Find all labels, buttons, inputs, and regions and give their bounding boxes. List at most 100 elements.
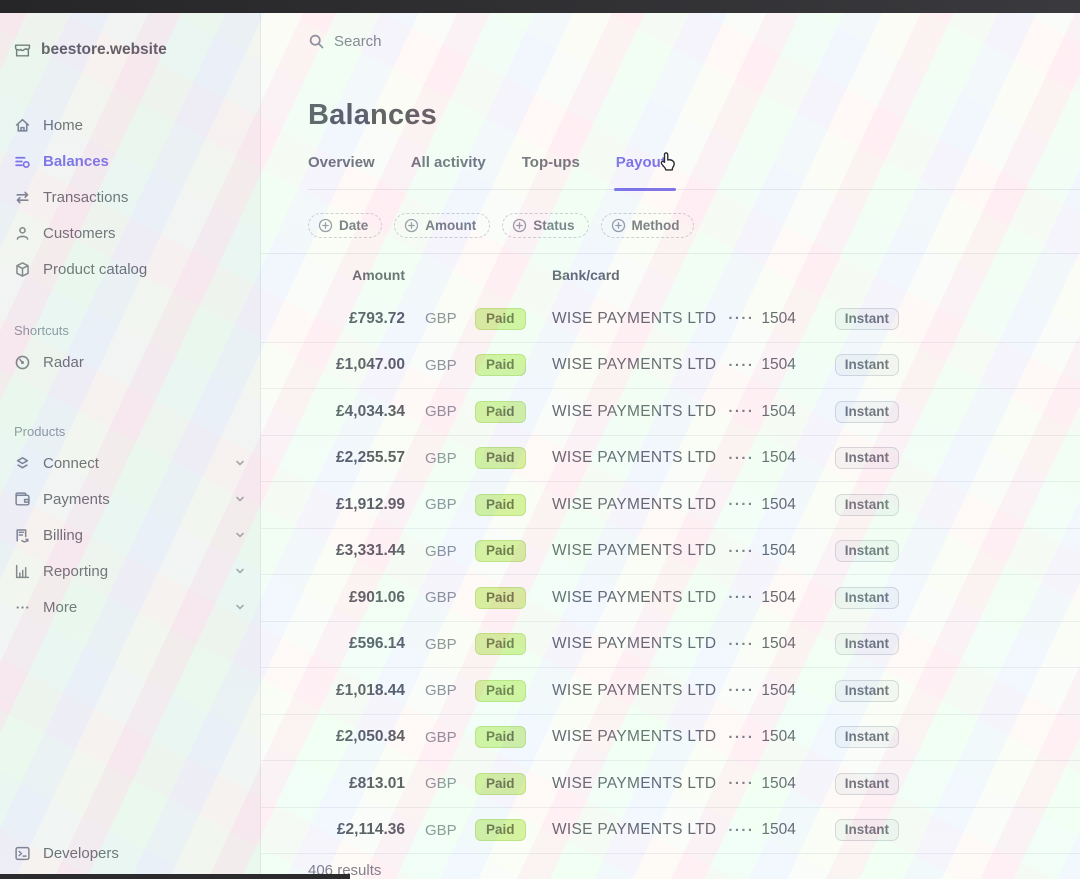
sidebar: beestore.website Home Balances Transacti… [0,13,261,879]
bank-name: WISE PAYMENTS LTD [552,309,717,327]
sidebar-item-balances[interactable]: Balances [0,143,260,179]
tab-bar: Overview All activity Top-ups Payouts [308,154,1080,191]
mouse-cursor-icon [660,152,675,171]
filter-date-button[interactable]: Date [308,213,383,238]
method-badge: Instant [834,772,899,795]
method-badge: Instant [834,633,899,656]
radar-icon [15,355,30,369]
search-input[interactable]: Search [308,29,1080,53]
bank-card-cell: WISE PAYMENTS LTD ···· 1504 [552,728,796,746]
payout-currency: GBP [425,356,457,374]
payout-currency: GBP [425,589,457,607]
sidebar-item-radar[interactable]: Radar [0,344,260,380]
plus-circle-icon [318,218,333,233]
table-row[interactable]: £1,047.00 GBP Paid WISE PAYMENTS LTD ···… [261,343,1080,389]
sidebar-item-label: Customers [43,224,116,242]
chevron-down-icon[interactable] [234,601,246,613]
bank-card-cell: WISE PAYMENTS LTD ···· 1504 [552,542,796,560]
table-row[interactable]: £813.01 GBP Paid WISE PAYMENTS LTD ···· … [261,761,1080,808]
status-badge: Paid [475,447,526,470]
column-header-amount: Amount [352,267,405,283]
sidebar-item-label: Transactions [43,188,129,206]
table-row[interactable]: £1,018.44 GBP Paid WISE PAYMENTS LTD ···… [261,668,1080,715]
filter-amount-button[interactable]: Amount [394,213,491,238]
tab-all-activity[interactable]: All activity [410,154,486,171]
sidebar-item-label: Home [43,116,84,134]
payout-amount: £1,018.44 [336,681,405,699]
chevron-down-icon[interactable] [234,457,246,469]
payout-amount: £2,255.57 [336,449,405,467]
status-badge: Paid [475,540,526,563]
sidebar-item-label: Connect [43,454,99,472]
status-badge: Paid [475,633,526,656]
sidebar-footer: Developers [0,835,260,871]
payments-icon [15,491,30,506]
table-row[interactable]: £2,255.57 GBP Paid WISE PAYMENTS LTD ···… [261,436,1080,482]
sidebar-item-label: Product catalog [43,260,148,278]
table-header: Amount Bank/card [308,254,1080,296]
card-last4: 1504 [761,542,796,560]
card-last4: 1504 [761,728,796,746]
card-dots: ···· [728,682,755,700]
chevron-down-icon[interactable] [234,529,246,541]
sidebar-item-payments[interactable]: Payments [0,481,260,517]
status-badge: Paid [475,354,526,377]
card-dots: ···· [728,821,755,839]
method-badge: Instant [834,354,899,377]
sidebar-item-billing[interactable]: Billing [0,517,260,553]
table-row[interactable]: £2,114.36 GBP Paid WISE PAYMENTS LTD ···… [261,808,1080,854]
payout-currency: GBP [425,635,457,653]
sidebar-item-more[interactable]: More [0,589,260,625]
sidebar-item-label: More [43,598,78,616]
table-row[interactable]: £793.72 GBP Paid WISE PAYMENTS LTD ···· … [261,296,1080,343]
more-icon [16,605,29,609]
card-last4: 1504 [761,821,796,839]
tab-top-ups[interactable]: Top-ups [521,154,580,171]
sidebar-item-reporting[interactable]: Reporting [0,553,260,589]
filter-method-button[interactable]: Method [600,213,694,238]
chevron-down-icon[interactable] [234,493,246,505]
reporting-icon [15,564,30,578]
table-row[interactable]: £4,034.34 GBP Paid WISE PAYMENTS LTD ···… [261,389,1080,436]
page-title: Balances [308,99,437,131]
status-badge: Paid [475,772,526,795]
table-row[interactable]: £2,050.84 GBP Paid WISE PAYMENTS LTD ···… [261,715,1080,761]
method-badge: Instant [834,586,899,609]
account-switcher[interactable]: beestore.website [0,37,260,63]
storefront-icon [14,43,31,57]
sidebar-item-product-catalog[interactable]: Product catalog [0,251,260,287]
plus-circle-icon [513,218,527,233]
filter-status-button[interactable]: Status [502,213,589,238]
table-row[interactable]: £596.14 GBP Paid WISE PAYMENTS LTD ···· … [261,622,1080,668]
bank-name: WISE PAYMENTS LTD [552,588,717,606]
payout-amount: £2,050.84 [336,728,405,746]
sidebar-item-home[interactable]: Home [0,107,260,143]
table-row[interactable]: £3,331.44 GBP Paid WISE PAYMENTS LTD ···… [261,529,1080,575]
tab-overview[interactable]: Overview [308,154,375,171]
filter-bar: Date Amount Status Method [308,213,1080,238]
bank-name: WISE PAYMENTS LTD [552,774,717,792]
column-header-bank-card: Bank/card [552,267,620,283]
table-row[interactable]: £1,912.99 GBP Paid WISE PAYMENTS LTD ···… [261,482,1080,529]
card-dots: ···· [728,775,755,793]
sidebar-item-connect[interactable]: Connect [0,445,260,481]
payout-amount: £2,114.36 [336,821,405,839]
sidebar-item-developers[interactable]: Developers [0,835,260,871]
card-dots: ···· [728,496,755,514]
developers-icon [15,846,30,860]
chevron-down-icon[interactable] [234,565,246,577]
payouts-table: £793.72 GBP Paid WISE PAYMENTS LTD ···· … [261,296,1080,854]
tab-payouts[interactable]: Payouts [613,154,677,191]
card-dots: ···· [728,403,755,421]
payout-currency: GBP [425,542,457,560]
bank-name: WISE PAYMENTS LTD [552,449,717,467]
sidebar-item-transactions[interactable]: Transactions [0,179,260,215]
sidebar-item-customers[interactable]: Customers [0,215,260,251]
sidebar-item-label: Payments [43,490,110,508]
sidebar-section-shortcuts: Shortcuts [14,323,69,338]
payout-currency: GBP [425,403,457,421]
status-badge: Paid [475,307,526,330]
payout-currency: GBP [425,775,457,793]
table-row[interactable]: £901.06 GBP Paid WISE PAYMENTS LTD ···· … [261,575,1080,622]
payout-currency: GBP [425,821,457,839]
